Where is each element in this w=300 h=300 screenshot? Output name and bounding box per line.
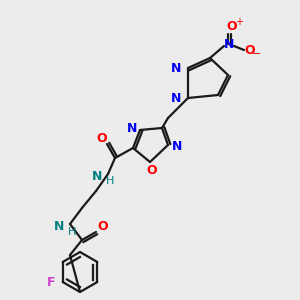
Text: O: O [147, 164, 157, 176]
Text: N: N [171, 61, 181, 74]
Text: H: H [68, 227, 76, 237]
Text: O: O [98, 220, 108, 233]
Text: N: N [171, 92, 181, 104]
Text: F: F [46, 275, 55, 289]
Text: N: N [92, 169, 102, 182]
Text: N: N [54, 220, 64, 232]
Text: N: N [127, 122, 137, 134]
Text: O: O [227, 20, 237, 34]
Text: O: O [245, 44, 255, 58]
Text: −: − [252, 49, 262, 59]
Text: O: O [97, 131, 107, 145]
Text: H: H [106, 176, 114, 186]
Text: N: N [172, 140, 182, 154]
Text: +: + [235, 17, 243, 27]
Text: N: N [224, 38, 234, 52]
